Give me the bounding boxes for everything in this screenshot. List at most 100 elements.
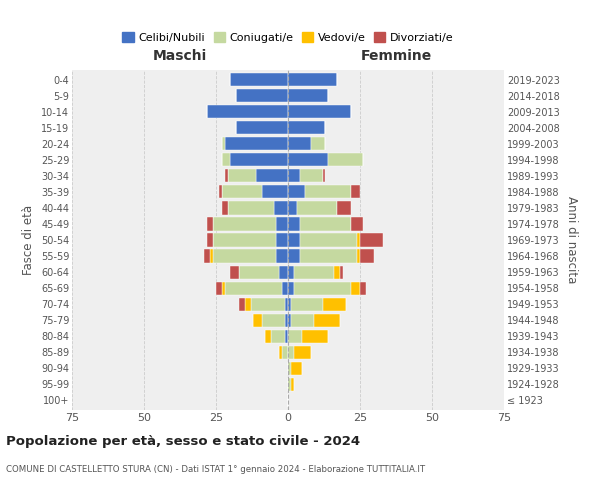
Bar — [291, 314, 314, 327]
Legend: Celibi/Nubili, Coniugati/e, Vedovi/e, Divorziati/e: Celibi/Nubili, Coniugati/e, Vedovi/e, Di… — [118, 28, 458, 48]
Bar — [288, 89, 328, 102]
Bar — [299, 234, 357, 246]
Bar — [256, 170, 288, 182]
Bar — [213, 250, 277, 262]
Bar — [360, 250, 374, 262]
Bar — [285, 298, 288, 310]
Bar — [224, 170, 227, 182]
Bar — [302, 330, 328, 343]
Bar — [357, 234, 360, 246]
Bar — [282, 282, 288, 294]
Bar — [262, 314, 285, 327]
Bar — [205, 250, 210, 262]
Bar — [357, 250, 360, 262]
Y-axis label: Fasce di età: Fasce di età — [22, 205, 35, 275]
Bar — [328, 153, 363, 166]
Bar — [230, 73, 288, 86]
Bar — [213, 234, 277, 246]
Bar — [288, 121, 325, 134]
Bar — [216, 282, 222, 294]
Bar — [274, 202, 288, 214]
Bar — [299, 218, 352, 230]
Bar — [224, 137, 288, 150]
Bar — [245, 298, 251, 310]
Bar — [288, 105, 352, 118]
Bar — [222, 153, 230, 166]
Bar — [294, 282, 352, 294]
Bar — [210, 250, 213, 262]
Bar — [262, 186, 288, 198]
Bar — [230, 266, 239, 278]
Bar — [311, 137, 325, 150]
Bar — [222, 282, 224, 294]
Bar — [288, 202, 296, 214]
Bar — [288, 186, 305, 198]
Bar — [288, 218, 299, 230]
Bar — [277, 234, 288, 246]
Bar — [288, 378, 291, 391]
Bar — [253, 314, 262, 327]
Bar — [288, 282, 294, 294]
Bar — [291, 362, 302, 375]
Text: Maschi: Maschi — [153, 49, 207, 63]
Bar — [323, 298, 346, 310]
Bar — [271, 330, 285, 343]
Text: COMUNE DI CASTELLETTO STURA (CN) - Dati ISTAT 1° gennaio 2024 - Elaborazione TUT: COMUNE DI CASTELLETTO STURA (CN) - Dati … — [6, 465, 425, 474]
Bar — [222, 137, 224, 150]
Bar — [294, 266, 334, 278]
Bar — [314, 314, 340, 327]
Bar — [323, 170, 325, 182]
Bar — [305, 186, 352, 198]
Y-axis label: Anni di nascita: Anni di nascita — [565, 196, 578, 284]
Bar — [208, 218, 213, 230]
Bar — [299, 250, 357, 262]
Bar — [288, 153, 328, 166]
Bar — [291, 298, 323, 310]
Bar — [227, 170, 256, 182]
Bar — [360, 282, 366, 294]
Bar — [334, 266, 340, 278]
Bar — [219, 186, 222, 198]
Bar — [236, 121, 288, 134]
Bar — [288, 73, 337, 86]
Bar — [222, 202, 227, 214]
Bar — [213, 218, 277, 230]
Bar — [352, 282, 360, 294]
Bar — [282, 346, 288, 359]
Bar — [285, 330, 288, 343]
Bar — [251, 298, 285, 310]
Bar — [265, 330, 271, 343]
Bar — [222, 186, 262, 198]
Bar — [360, 234, 383, 246]
Bar — [288, 266, 294, 278]
Bar — [288, 250, 299, 262]
Bar — [288, 298, 291, 310]
Bar — [291, 378, 294, 391]
Bar — [288, 346, 294, 359]
Bar — [227, 202, 274, 214]
Bar — [285, 314, 288, 327]
Bar — [288, 170, 299, 182]
Bar — [236, 89, 288, 102]
Bar — [230, 153, 288, 166]
Text: Popolazione per età, sesso e stato civile - 2024: Popolazione per età, sesso e stato civil… — [6, 435, 360, 448]
Bar — [296, 202, 337, 214]
Bar — [277, 250, 288, 262]
Bar — [337, 202, 352, 214]
Bar — [288, 330, 302, 343]
Bar — [352, 186, 360, 198]
Bar — [208, 105, 288, 118]
Bar — [239, 298, 245, 310]
Bar — [352, 218, 363, 230]
Bar — [280, 346, 282, 359]
Bar — [299, 170, 323, 182]
Bar — [208, 234, 213, 246]
Text: Femmine: Femmine — [361, 49, 431, 63]
Bar — [288, 314, 291, 327]
Bar — [340, 266, 343, 278]
Bar — [224, 282, 282, 294]
Bar — [294, 346, 311, 359]
Bar — [277, 218, 288, 230]
Bar — [280, 266, 288, 278]
Bar — [288, 234, 299, 246]
